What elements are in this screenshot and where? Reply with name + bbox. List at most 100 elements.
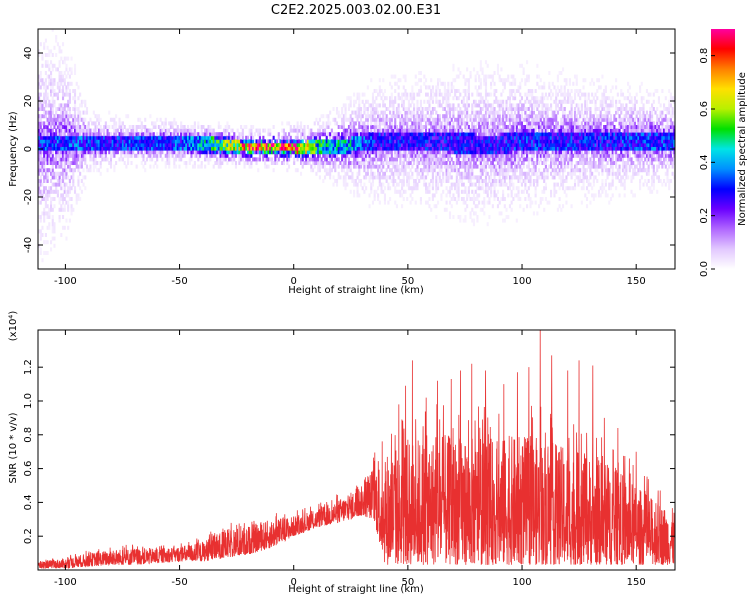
heatmap-cell: [183, 150, 186, 155]
heatmap-cell: [68, 132, 71, 137]
heatmap-cell: [483, 74, 486, 79]
heatmap-cell: [190, 153, 193, 158]
heatmap-cell: [459, 110, 462, 115]
heatmap-cell: [58, 121, 61, 126]
heatmap-cell: [459, 121, 462, 126]
heatmap-cell: [493, 182, 496, 187]
heatmap-cell: [294, 135, 297, 140]
heatmap-cell: [387, 107, 390, 111]
heatmap-cell: [60, 81, 63, 86]
heatmap-cell: [222, 153, 226, 158]
heatmap-cell: [385, 179, 388, 183]
heatmap-cell: [48, 143, 51, 147]
heatmap-cell: [399, 110, 402, 115]
heatmap-cell: [240, 143, 243, 147]
heatmap-cell: [281, 146, 284, 151]
heatmap-cell: [524, 132, 527, 137]
heatmap-cell: [51, 99, 54, 104]
heatmap-cell: [77, 114, 80, 119]
heatmap-cell: [428, 143, 431, 147]
heatmap-cell: [510, 89, 513, 93]
heatmap-cell: [371, 164, 375, 169]
heatmap-cell: [58, 171, 61, 176]
heatmap-cell: [73, 121, 77, 126]
heatmap-cell: [349, 175, 352, 180]
heatmap-cell: [411, 146, 414, 151]
heatmap-cell: [503, 132, 506, 137]
heatmap-cell: [303, 143, 306, 147]
heatmap-cell: [356, 175, 359, 180]
heatmap-cell: [327, 143, 330, 147]
heatmap-cell: [541, 189, 544, 194]
heatmap-cell: [262, 153, 265, 158]
heatmap-cell: [125, 153, 128, 158]
heatmap-cell: [375, 157, 378, 162]
heatmap-cell: [416, 139, 419, 144]
heatmap-cell: [38, 96, 41, 101]
heatmap-cell: [436, 99, 440, 104]
heatmap-cell: [293, 150, 296, 155]
heatmap-cell: [294, 146, 297, 151]
heatmap-cell: [397, 168, 400, 173]
heatmap-cell: [426, 135, 429, 140]
heatmap-cell: [395, 128, 398, 133]
heatmap-cell: [430, 168, 433, 173]
heatmap-cell: [106, 157, 109, 162]
heatmap-cell: [310, 153, 313, 158]
heatmap-cell: [455, 171, 458, 176]
heatmap-cell: [197, 135, 200, 140]
heatmap-cell: [84, 146, 87, 151]
heatmap-cell: [529, 128, 532, 133]
heatmap-cell: [39, 215, 42, 219]
heatmap-cell: [438, 139, 441, 144]
heatmap-cell: [502, 103, 505, 108]
heatmap-cell: [512, 171, 515, 176]
heatmap-cell: [520, 103, 523, 108]
heatmap-cell: [430, 92, 433, 97]
heatmap-cell: [500, 135, 503, 140]
heatmap-cell: [543, 161, 546, 165]
heatmap-cell: [464, 132, 467, 137]
heatmap-cell: [515, 128, 518, 133]
heatmap-cell: [354, 99, 357, 104]
heatmap-cell: [193, 125, 196, 129]
heatmap-cell: [127, 157, 130, 162]
heatmap-cell: [363, 175, 366, 180]
heatmap-cell: [84, 150, 87, 155]
heatmap-cell: [108, 146, 111, 151]
heatmap-cell: [536, 157, 539, 162]
heatmap-cell: [385, 125, 388, 129]
heatmap-cell: [43, 107, 46, 111]
heatmap-cell: [267, 132, 270, 137]
heatmap-cell: [327, 168, 330, 173]
heatmap-cell: [375, 189, 378, 194]
heatmap-cell: [447, 81, 450, 86]
heatmap-cell: [353, 121, 356, 126]
heatmap-cell: [474, 164, 477, 169]
heatmap-cell: [49, 81, 53, 86]
heatmap-cell: [82, 117, 85, 122]
heatmap-cell: [238, 157, 241, 162]
heatmap-cell: [508, 92, 512, 97]
heatmap-cell: [550, 171, 553, 176]
heatmap-cell: [508, 204, 512, 209]
heatmap-cell: [294, 150, 297, 155]
heatmap-cell: [416, 157, 419, 162]
heatmap-cell: [84, 128, 87, 133]
heatmap-cell: [288, 150, 291, 155]
heatmap-cell: [281, 153, 284, 158]
heatmap-cell: [118, 146, 121, 151]
heatmap-cell: [445, 92, 448, 97]
heatmap-cell: [399, 132, 402, 137]
heatmap-cell: [539, 175, 542, 180]
heatmap-cell: [53, 89, 56, 93]
heatmap-cell: [80, 179, 83, 183]
heatmap-cell: [436, 200, 440, 205]
heatmap-cell: [450, 128, 453, 133]
heatmap-cell: [428, 182, 431, 187]
heatmap-cell: [394, 171, 397, 176]
heatmap-cell: [181, 150, 184, 155]
heatmap-cell: [399, 179, 402, 183]
heatmap-cell: [472, 132, 476, 137]
heatmap-cell: [39, 164, 42, 169]
